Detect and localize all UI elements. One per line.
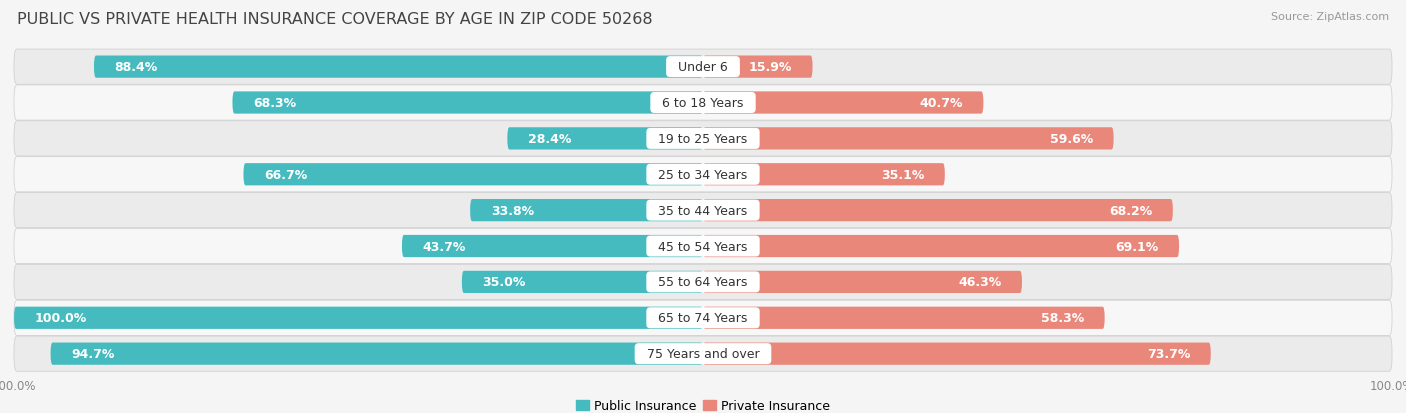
Text: 100.0%: 100.0% [35, 311, 87, 325]
FancyBboxPatch shape [703, 128, 1114, 150]
Text: 43.7%: 43.7% [423, 240, 465, 253]
FancyBboxPatch shape [14, 336, 1392, 371]
Text: 88.4%: 88.4% [115, 61, 157, 74]
Text: 68.3%: 68.3% [253, 97, 297, 110]
FancyBboxPatch shape [703, 343, 1211, 365]
FancyBboxPatch shape [470, 199, 703, 222]
FancyBboxPatch shape [703, 235, 1180, 258]
FancyBboxPatch shape [703, 199, 1173, 222]
Text: 65 to 74 Years: 65 to 74 Years [651, 311, 755, 325]
FancyBboxPatch shape [14, 121, 1392, 157]
Text: 68.2%: 68.2% [1109, 204, 1152, 217]
Text: 55 to 64 Years: 55 to 64 Years [651, 276, 755, 289]
Text: 45 to 54 Years: 45 to 54 Years [651, 240, 755, 253]
Text: 6 to 18 Years: 6 to 18 Years [654, 97, 752, 110]
FancyBboxPatch shape [14, 301, 1392, 335]
Text: 33.8%: 33.8% [491, 204, 534, 217]
FancyBboxPatch shape [402, 235, 703, 258]
FancyBboxPatch shape [703, 92, 983, 114]
Text: Under 6: Under 6 [671, 61, 735, 74]
FancyBboxPatch shape [232, 92, 703, 114]
FancyBboxPatch shape [243, 164, 703, 186]
Text: 66.7%: 66.7% [264, 169, 308, 181]
Text: 19 to 25 Years: 19 to 25 Years [651, 133, 755, 145]
Text: 35 to 44 Years: 35 to 44 Years [651, 204, 755, 217]
FancyBboxPatch shape [14, 86, 1392, 121]
Text: 40.7%: 40.7% [920, 97, 963, 110]
Text: 58.3%: 58.3% [1040, 311, 1084, 325]
Text: Source: ZipAtlas.com: Source: ZipAtlas.com [1271, 12, 1389, 22]
FancyBboxPatch shape [461, 271, 703, 293]
FancyBboxPatch shape [14, 307, 703, 329]
FancyBboxPatch shape [703, 56, 813, 78]
Text: 59.6%: 59.6% [1050, 133, 1092, 145]
Text: 46.3%: 46.3% [957, 276, 1001, 289]
Text: PUBLIC VS PRIVATE HEALTH INSURANCE COVERAGE BY AGE IN ZIP CODE 50268: PUBLIC VS PRIVATE HEALTH INSURANCE COVER… [17, 12, 652, 27]
FancyBboxPatch shape [51, 343, 703, 365]
FancyBboxPatch shape [14, 157, 1392, 192]
FancyBboxPatch shape [14, 265, 1392, 300]
Text: 94.7%: 94.7% [72, 347, 115, 360]
Legend: Public Insurance, Private Insurance: Public Insurance, Private Insurance [571, 394, 835, 413]
Text: 75 Years and over: 75 Years and over [638, 347, 768, 360]
Text: 15.9%: 15.9% [748, 61, 792, 74]
Text: 28.4%: 28.4% [529, 133, 571, 145]
Text: 35.1%: 35.1% [880, 169, 924, 181]
FancyBboxPatch shape [14, 229, 1392, 264]
Text: 25 to 34 Years: 25 to 34 Years [651, 169, 755, 181]
FancyBboxPatch shape [14, 193, 1392, 228]
FancyBboxPatch shape [703, 164, 945, 186]
Text: 69.1%: 69.1% [1115, 240, 1159, 253]
Text: 35.0%: 35.0% [482, 276, 526, 289]
FancyBboxPatch shape [94, 56, 703, 78]
FancyBboxPatch shape [508, 128, 703, 150]
Text: 73.7%: 73.7% [1147, 347, 1189, 360]
FancyBboxPatch shape [14, 50, 1392, 85]
FancyBboxPatch shape [703, 271, 1022, 293]
FancyBboxPatch shape [703, 307, 1105, 329]
